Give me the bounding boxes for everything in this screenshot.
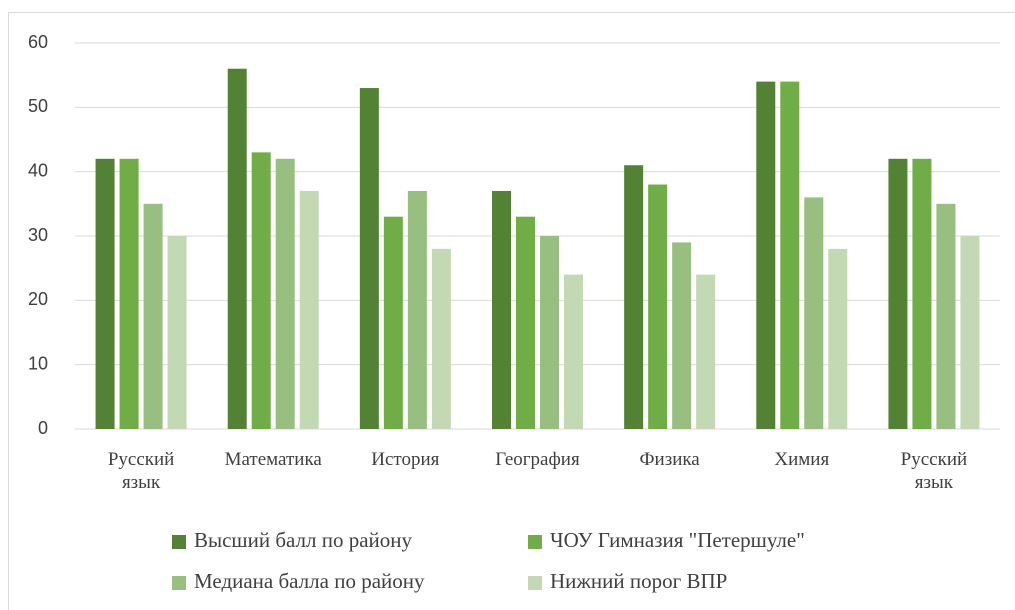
bar	[756, 81, 776, 429]
bar	[516, 216, 535, 429]
bar	[540, 236, 559, 429]
bar	[936, 203, 956, 429]
bar	[888, 158, 908, 430]
legend-swatch	[528, 535, 542, 549]
bar	[227, 68, 247, 429]
x-tick-label: История	[371, 449, 440, 470]
bar	[275, 158, 295, 430]
bar	[804, 197, 824, 429]
bar	[359, 88, 379, 430]
legend-swatch	[172, 576, 186, 590]
bar	[780, 81, 800, 429]
bar	[624, 165, 644, 429]
y-tick-label: 50	[28, 96, 48, 116]
bar	[696, 274, 716, 429]
bar	[119, 158, 139, 430]
legend-label: Высший балл по району	[194, 528, 413, 552]
bar	[960, 236, 980, 429]
chart-border	[8, 12, 1015, 610]
x-tick-label: Русский язык	[900, 449, 968, 493]
bar	[672, 242, 692, 429]
y-tick-label: 0	[38, 418, 48, 438]
x-tick-label: Химия	[774, 449, 830, 470]
bar	[143, 203, 163, 429]
bar	[383, 216, 403, 429]
bar	[251, 152, 271, 429]
bar	[431, 248, 451, 429]
legend-swatch	[172, 535, 186, 549]
bar	[648, 184, 668, 429]
bar	[407, 190, 427, 429]
y-tick-label: 20	[28, 289, 48, 309]
bar	[564, 274, 583, 429]
legend-label: ЧОУ Гимназия "Петершуле"	[550, 528, 805, 552]
bar	[492, 190, 511, 429]
bar	[912, 158, 932, 430]
y-tick-label: 10	[28, 353, 48, 373]
bar	[828, 248, 848, 429]
bar	[95, 158, 115, 430]
x-tick-label: Русский язык	[107, 449, 175, 493]
x-tick-label: Математика	[224, 449, 322, 470]
y-tick-label: 40	[28, 160, 48, 180]
y-tick-label: 60	[28, 32, 48, 52]
legend-swatch	[528, 576, 542, 590]
legend-label: Медиана балла по району	[194, 569, 425, 593]
bar	[299, 190, 319, 429]
y-tick-label: 30	[28, 225, 48, 245]
x-tick-label: География	[495, 449, 580, 470]
bar	[167, 236, 187, 429]
legend-label: Нижний порог ВПР	[550, 569, 727, 593]
x-tick-label: Физика	[639, 449, 700, 470]
